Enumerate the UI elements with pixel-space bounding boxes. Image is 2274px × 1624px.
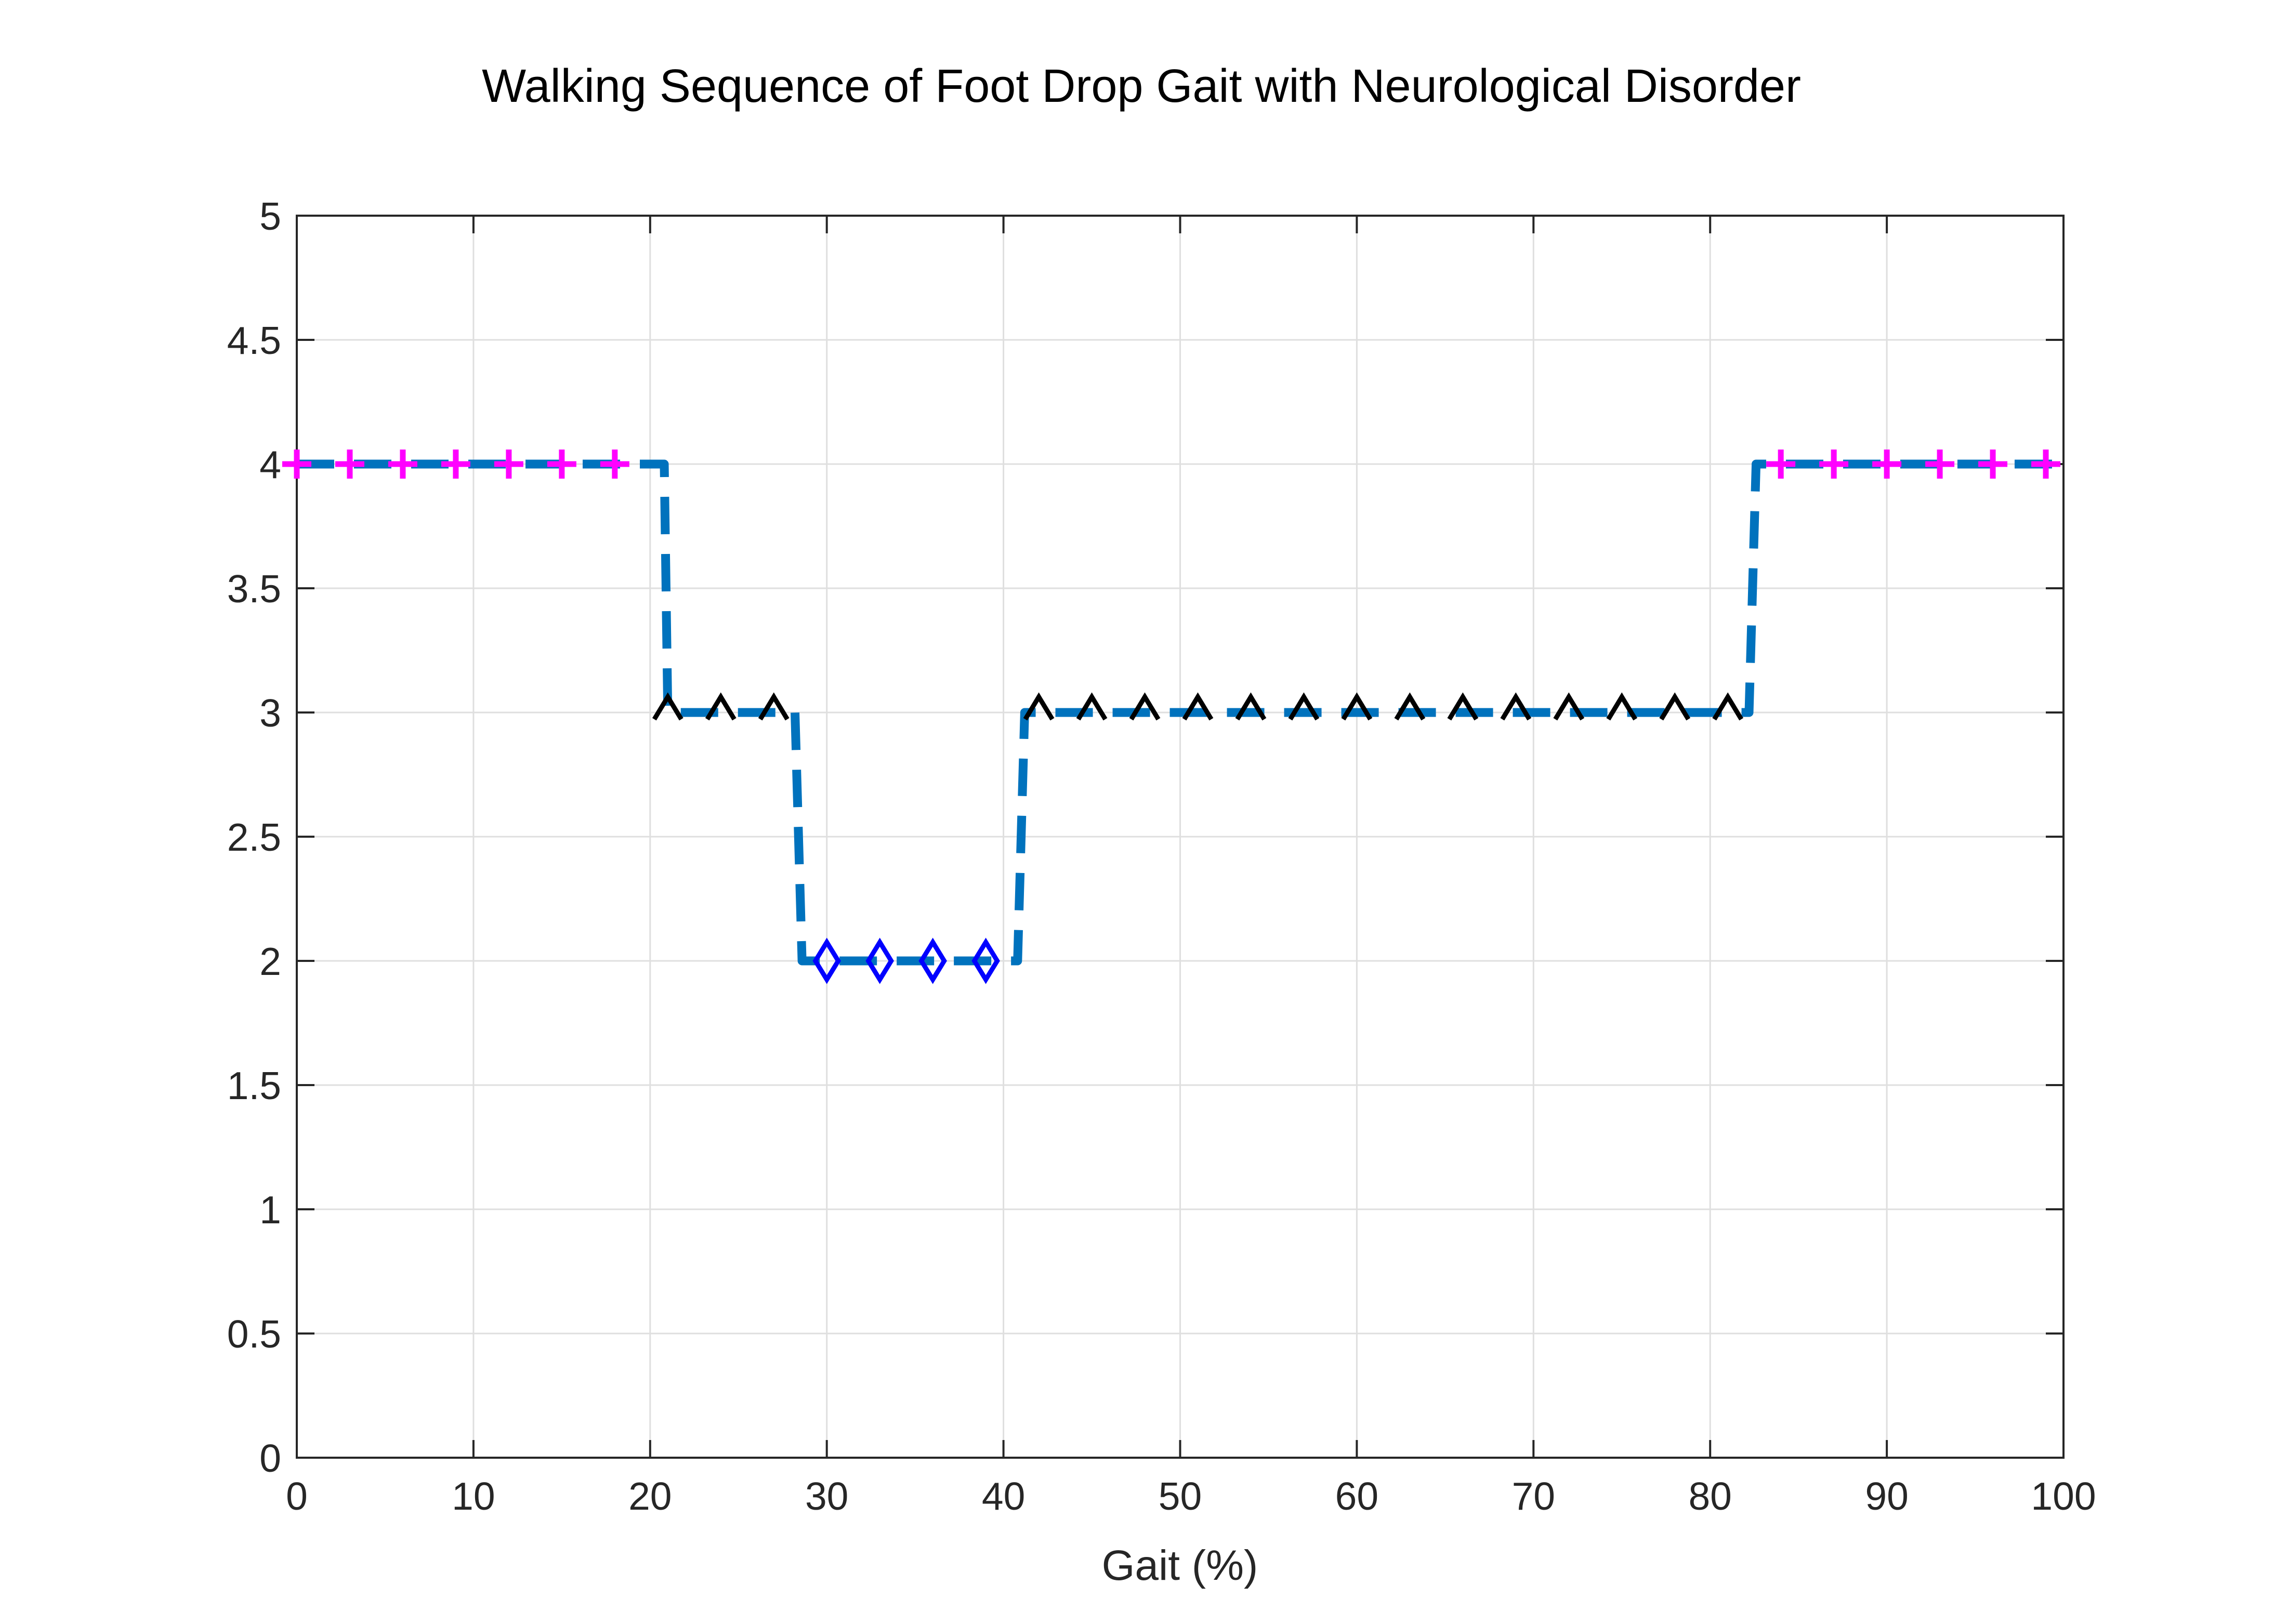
- plus-marker: [388, 450, 417, 479]
- y-tick-label: 5: [259, 194, 281, 238]
- y-tick-label: 2.5: [227, 815, 281, 859]
- y-tick-label: 1.5: [227, 1064, 281, 1107]
- y-tick-label: 4: [259, 443, 281, 486]
- plus-marker: [1925, 450, 1955, 479]
- triangle-marker: [1553, 692, 1585, 721]
- gait-step-line: [297, 459, 2063, 966]
- marker-series-0: [282, 450, 629, 479]
- plus-marker: [547, 450, 576, 479]
- y-tick-label: 3: [259, 691, 281, 735]
- x-tick-label: 40: [982, 1474, 1025, 1518]
- marker-series-4: [1766, 450, 2061, 479]
- diamond-marker: [971, 938, 1000, 984]
- plus-marker: [1872, 450, 1902, 479]
- y-tick-label: 0.5: [227, 1312, 281, 1356]
- plus-marker: [494, 450, 523, 479]
- triangle-marker: [1606, 692, 1638, 721]
- plus-marker: [600, 450, 629, 479]
- triangle-marker: [1023, 692, 1055, 721]
- triangle-marker: [1394, 692, 1426, 721]
- y-tick-label: 1: [259, 1188, 281, 1232]
- triangle-marker: [1712, 692, 1744, 721]
- triangle-marker: [1447, 692, 1479, 721]
- triangle-marker: [1235, 692, 1267, 721]
- triangle-marker: [1659, 692, 1691, 721]
- plus-marker: [2031, 450, 2061, 479]
- x-tick-label: 0: [286, 1474, 308, 1518]
- triangle-marker: [758, 692, 790, 721]
- triangle-marker: [1129, 692, 1161, 721]
- plus-marker: [335, 450, 364, 479]
- x-tick-label: 20: [628, 1474, 672, 1518]
- plus-marker: [1978, 450, 2008, 479]
- line-layer: [297, 459, 2063, 966]
- axes: 0 10 20 30 40 50 60 70 80 90 100 0 0.5 1 1.5 2 2.5 3 3.5 4 4…: [227, 194, 2096, 1518]
- y-tick-label: 4.5: [227, 319, 281, 362]
- grid: [296, 215, 2065, 1459]
- x-tick-label: 90: [1865, 1474, 1908, 1518]
- diamond-marker: [812, 938, 841, 984]
- x-tick-label: 10: [452, 1474, 495, 1518]
- marker-series-3: [1023, 692, 1744, 721]
- plus-marker: [282, 450, 311, 479]
- plus-marker: [441, 450, 470, 479]
- marker-series-2: [812, 938, 1000, 984]
- marker-layer: [282, 450, 2061, 984]
- x-tick-label: 70: [1512, 1474, 1555, 1518]
- plus-marker: [1766, 450, 1796, 479]
- triangle-marker: [705, 692, 737, 721]
- y-tick-label: 0: [259, 1436, 281, 1480]
- triangle-marker: [1288, 692, 1320, 721]
- triangle-marker: [1500, 692, 1532, 721]
- diamond-marker: [918, 938, 947, 984]
- triangle-marker: [1182, 692, 1214, 721]
- triangle-marker: [1341, 692, 1373, 721]
- plus-marker: [1819, 450, 1849, 479]
- x-tick-label: 30: [805, 1474, 848, 1518]
- y-tick-label: 3.5: [227, 567, 281, 611]
- diamond-marker: [865, 938, 894, 984]
- x-axis-label: Gait (%): [1102, 1542, 1258, 1589]
- marker-series-1: [652, 692, 790, 721]
- y-tick-label: 2: [259, 940, 281, 983]
- triangle-marker: [1076, 692, 1108, 721]
- x-tick-label: 80: [1688, 1474, 1731, 1518]
- triangle-marker: [652, 692, 683, 721]
- x-tick-label: 50: [1159, 1474, 1202, 1518]
- x-tick-label: 60: [1335, 1474, 1378, 1518]
- x-tick-label: 100: [2031, 1474, 2096, 1518]
- chart-title: Walking Sequence of Foot Drop Gait with …: [482, 60, 1801, 112]
